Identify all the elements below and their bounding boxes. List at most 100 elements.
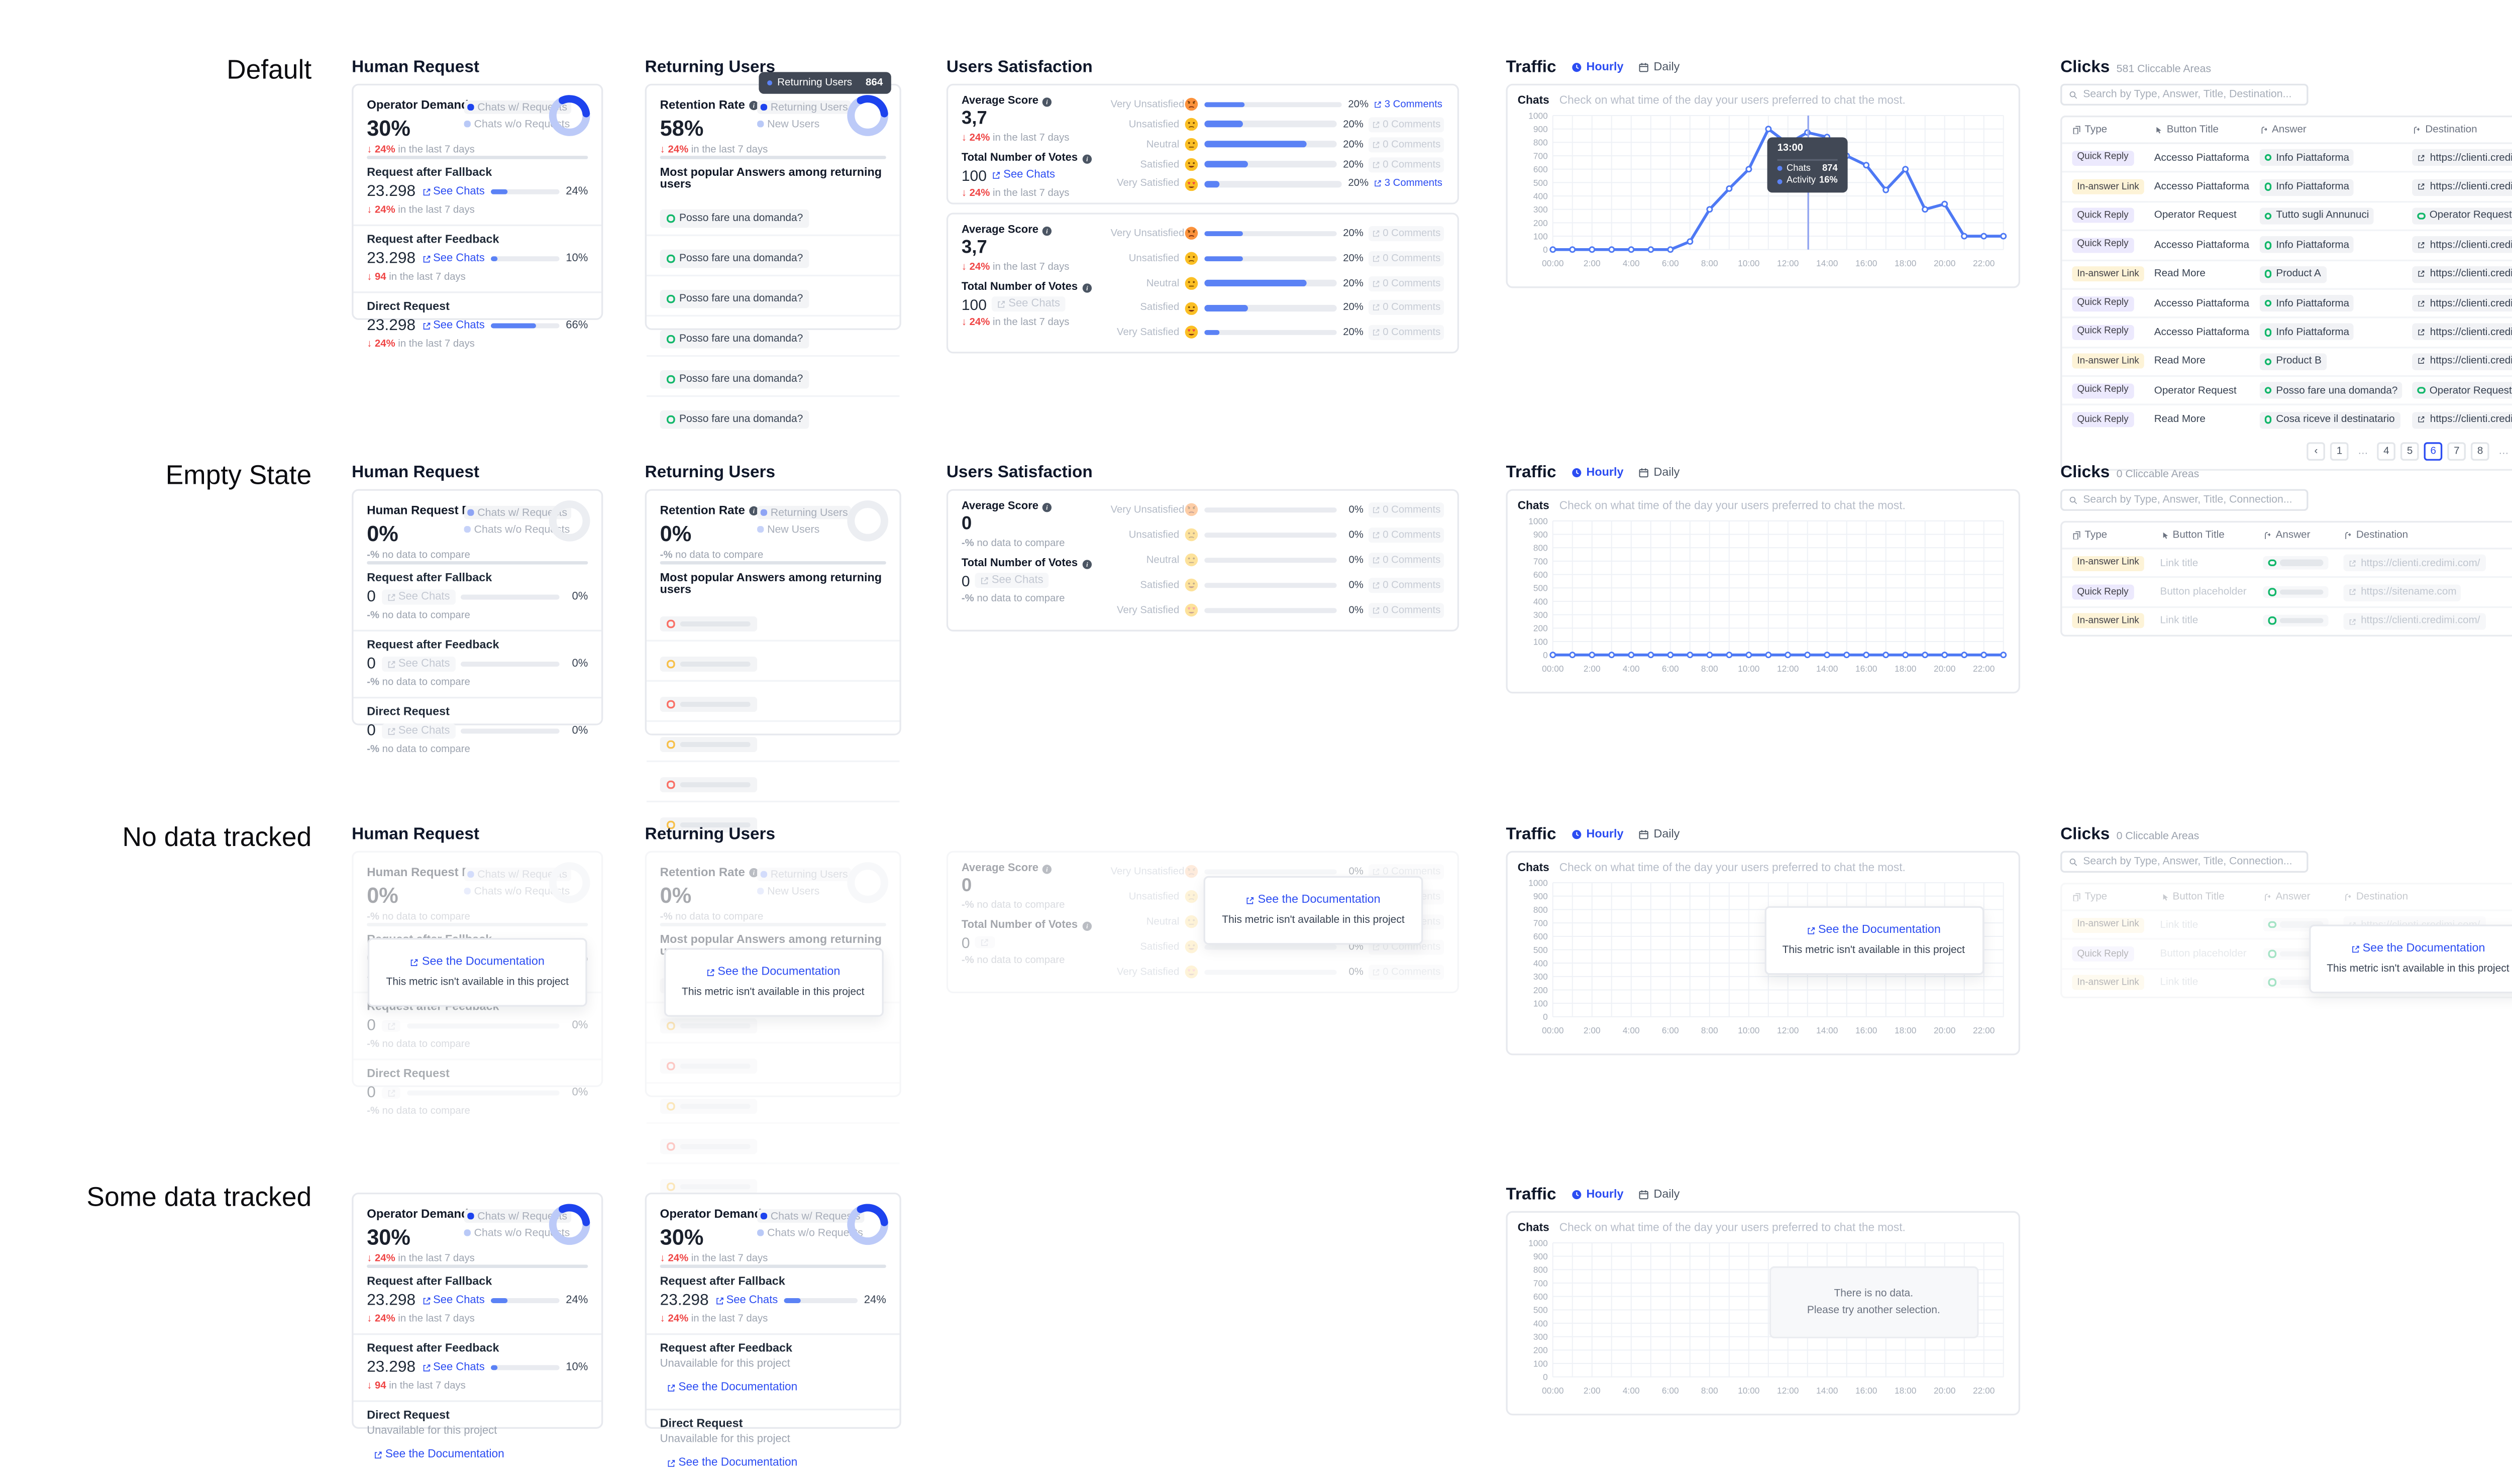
see-documentation-link[interactable]: See the Documentation <box>667 1457 797 1468</box>
see-chats-link[interactable]: See Chats <box>422 320 485 332</box>
hourly-toggle[interactable]: Hourly <box>1572 467 1623 479</box>
legend: Returning Users New Users <box>757 505 852 540</box>
delta-caption: in the last 7 days <box>990 315 1070 328</box>
column-header-destination[interactable]: Destination <box>2338 522 2501 550</box>
cell-button-title: Button placeholder <box>2155 577 2258 608</box>
cell-type: Quick Reply <box>2062 405 2149 433</box>
column-header-button-title[interactable]: Button Title <box>2155 522 2258 550</box>
page-button[interactable]: 8 <box>2471 442 2489 461</box>
clicks-title: Clicks <box>2060 825 2110 844</box>
answer-text: Info Piattaforma <box>2276 239 2350 251</box>
destination-chip: https://clienti.credimi.com/ <box>2413 178 2512 195</box>
answer-text: Posso fare una domanda? <box>679 413 803 426</box>
clicks-search-input[interactable] <box>2083 856 2300 868</box>
daily-toggle[interactable]: Daily <box>1638 62 1680 74</box>
legend-dot-secondary <box>757 888 763 894</box>
column-header-type[interactable]: Type <box>2062 117 2149 144</box>
svg-text:600: 600 <box>1533 931 1548 941</box>
hourly-toggle[interactable]: Hourly <box>1572 1189 1623 1201</box>
answer-pill[interactable]: Posso fare una domanda? <box>660 289 810 308</box>
answer-pill[interactable] <box>660 1058 757 1073</box>
delta-caption: in the last 7 days <box>990 132 1070 144</box>
answer-pill[interactable] <box>660 817 757 832</box>
legend-dot-primary <box>760 1213 767 1219</box>
answer-pill[interactable] <box>660 1179 757 1194</box>
request-section: Direct Request 0 See Chats 0% -% no data to … <box>353 697 601 764</box>
clicks-count: 0 Cliccable Areas <box>2116 469 2200 481</box>
see-documentation-link[interactable]: See the Documentation <box>667 1382 797 1393</box>
see-chats-link[interactable]: See Chats <box>422 253 485 265</box>
column-header-answer[interactable]: Answer <box>2254 117 2408 144</box>
answer-pill[interactable]: Posso fare una domanda? <box>660 370 810 388</box>
metric-header: Operator Demand Ratei30%↓ 24% in the las… <box>354 1194 601 1264</box>
hourly-toggle[interactable]: Hourly <box>1572 829 1623 841</box>
satisfaction-bar <box>1203 231 1337 237</box>
clicks-search-input[interactable] <box>2083 88 2300 101</box>
see-chats-link[interactable]: See Chats <box>422 186 485 197</box>
column-header-type[interactable]: Type <box>2062 522 2155 550</box>
page-button[interactable]: 4 <box>2377 442 2396 461</box>
answer-pill[interactable]: Posso fare una domanda? <box>660 208 810 228</box>
spacer <box>962 550 1099 558</box>
answer-skeleton <box>2280 921 2324 928</box>
column-header-clicks[interactable]: Clicks <box>2500 884 2512 911</box>
column-header-type[interactable]: Type <box>2062 884 2155 911</box>
comments-link[interactable]: 3 Comments <box>1374 98 1444 110</box>
comments-link[interactable]: 3 Comments <box>1374 178 1444 190</box>
answer-pill[interactable]: Posso fare una domanda? <box>660 410 810 429</box>
answer-pill[interactable] <box>660 697 757 711</box>
satisfaction-row: Very Unsatisfied 0% 0 Comments <box>1111 502 1444 518</box>
satisfaction-label: Neutral <box>1146 277 1180 289</box>
see-documentation-link[interactable]: See the Documentation <box>706 967 840 978</box>
answer-pill[interactable] <box>660 1139 757 1153</box>
see-documentation-link[interactable]: See the Documentation <box>2351 943 2485 955</box>
answer-row: Posso fare una domanda? <box>647 355 900 395</box>
button-title-text: Button placeholder <box>2160 948 2247 960</box>
column-header-answer[interactable]: Answer <box>2258 522 2339 550</box>
clicks-search-input[interactable] <box>2083 494 2300 506</box>
answer-pill[interactable]: Posso fare una domanda? <box>660 249 810 268</box>
request-value-row: 0 See Chats 0% <box>367 655 588 674</box>
pagination-ellipsis: … <box>2353 442 2372 461</box>
page-button[interactable]: 1 <box>2330 442 2349 461</box>
answer-pill[interactable] <box>660 616 757 631</box>
column-header-button-title[interactable]: Button Title <box>2149 117 2254 144</box>
answer-pill[interactable]: Posso fare una domanda? <box>660 330 810 348</box>
satisfaction-percent: 20% <box>1343 252 1364 264</box>
delta-caption: no data to compare <box>379 548 470 561</box>
metric-label-row: Retention Rate i <box>660 864 886 879</box>
see-documentation-link[interactable]: See the Documentation <box>1807 924 1941 936</box>
see-documentation-link[interactable]: See the Documentation <box>410 957 545 968</box>
column-header-destination[interactable]: Destination <box>2408 117 2512 144</box>
chevron-left-icon[interactable]: ‹ <box>2307 442 2326 461</box>
answer-pill[interactable] <box>660 1099 757 1113</box>
average-score-label: Average Score <box>961 500 1038 513</box>
hourly-toggle[interactable]: Hourly <box>1572 62 1623 74</box>
column-header-answer[interactable]: Answer <box>2258 884 2339 911</box>
page-button[interactable]: 6 <box>2424 442 2443 461</box>
column-header-button-title[interactable]: Button Title <box>2155 884 2258 911</box>
column-header-clicks[interactable]: Clicks <box>2500 522 2512 550</box>
see-chats-link[interactable]: See Chats <box>714 1295 778 1307</box>
see-chats-link <box>381 1019 401 1032</box>
see-chats-link[interactable]: See Chats <box>992 169 1055 181</box>
see-chats-label: See Chats <box>1003 169 1055 181</box>
request-value-row: 23.298 See Chats 24% <box>367 182 588 201</box>
answer-pill[interactable] <box>660 657 757 671</box>
daily-toggle[interactable]: Daily <box>1638 829 1680 841</box>
see-documentation-link[interactable]: See the Documentation <box>374 1448 504 1460</box>
answer-pill[interactable] <box>660 777 757 792</box>
answer-pill[interactable] <box>660 737 757 752</box>
daily-toggle[interactable]: Daily <box>1638 1189 1680 1201</box>
page-button[interactable]: 7 <box>2447 442 2466 461</box>
column-header-destination[interactable]: Destination <box>2338 884 2501 911</box>
see-chats-link[interactable]: See Chats <box>422 1362 485 1373</box>
see-chats-link[interactable]: See Chats <box>422 1295 485 1307</box>
returning-users-card: Retention Rate i 0% -% no data to compare Re… <box>645 489 901 832</box>
page-button[interactable]: 5 <box>2400 442 2419 461</box>
answer-pill[interactable] <box>660 1018 757 1033</box>
see-documentation-link[interactable]: See the Documentation <box>1246 894 1381 906</box>
cell-type: In-answer Link <box>2062 347 2149 377</box>
daily-toggle[interactable]: Daily <box>1638 467 1680 479</box>
see-chats-label: See Chats <box>433 253 485 265</box>
